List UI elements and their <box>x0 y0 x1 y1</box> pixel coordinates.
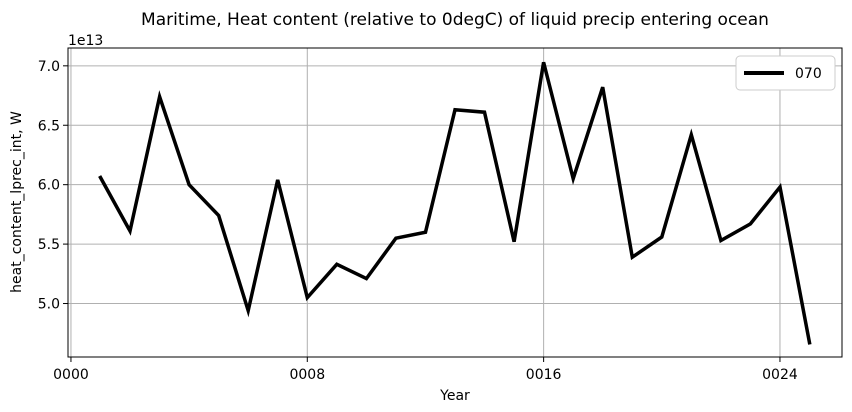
y-tick-label: 6.5 <box>38 118 60 134</box>
x-tick-label: 0016 <box>526 367 562 383</box>
plot-frame <box>67 47 843 358</box>
legend-label: 070 <box>795 66 822 82</box>
series-layer <box>98 61 812 345</box>
y-tick-label: 5.5 <box>38 237 60 253</box>
x-axis-label: Year <box>439 388 470 404</box>
chart-title: Maritime, Heat content (relative to 0deg… <box>141 10 769 30</box>
x-axis-ticks: 0000 0008 0016 0024 <box>53 357 798 383</box>
legend-box <box>735 55 836 91</box>
grid-lines <box>68 48 842 357</box>
legend: 070 <box>735 55 836 91</box>
y-offset-label: 1e13 <box>68 33 103 49</box>
y-axis-label: heat_content_lprec_int, W <box>9 111 25 293</box>
x-tick-label: 0024 <box>762 367 798 383</box>
y-tick-label: 6.0 <box>38 178 60 194</box>
y-tick-label: 7.0 <box>38 59 60 75</box>
y-axis-ticks: 5.0 5.5 6.0 6.5 7.0 <box>38 59 68 313</box>
series-line-070 <box>98 61 812 345</box>
y-tick-label: 5.0 <box>38 297 60 313</box>
x-tick-label: 0000 <box>53 367 89 383</box>
x-tick-label: 0008 <box>289 367 325 383</box>
